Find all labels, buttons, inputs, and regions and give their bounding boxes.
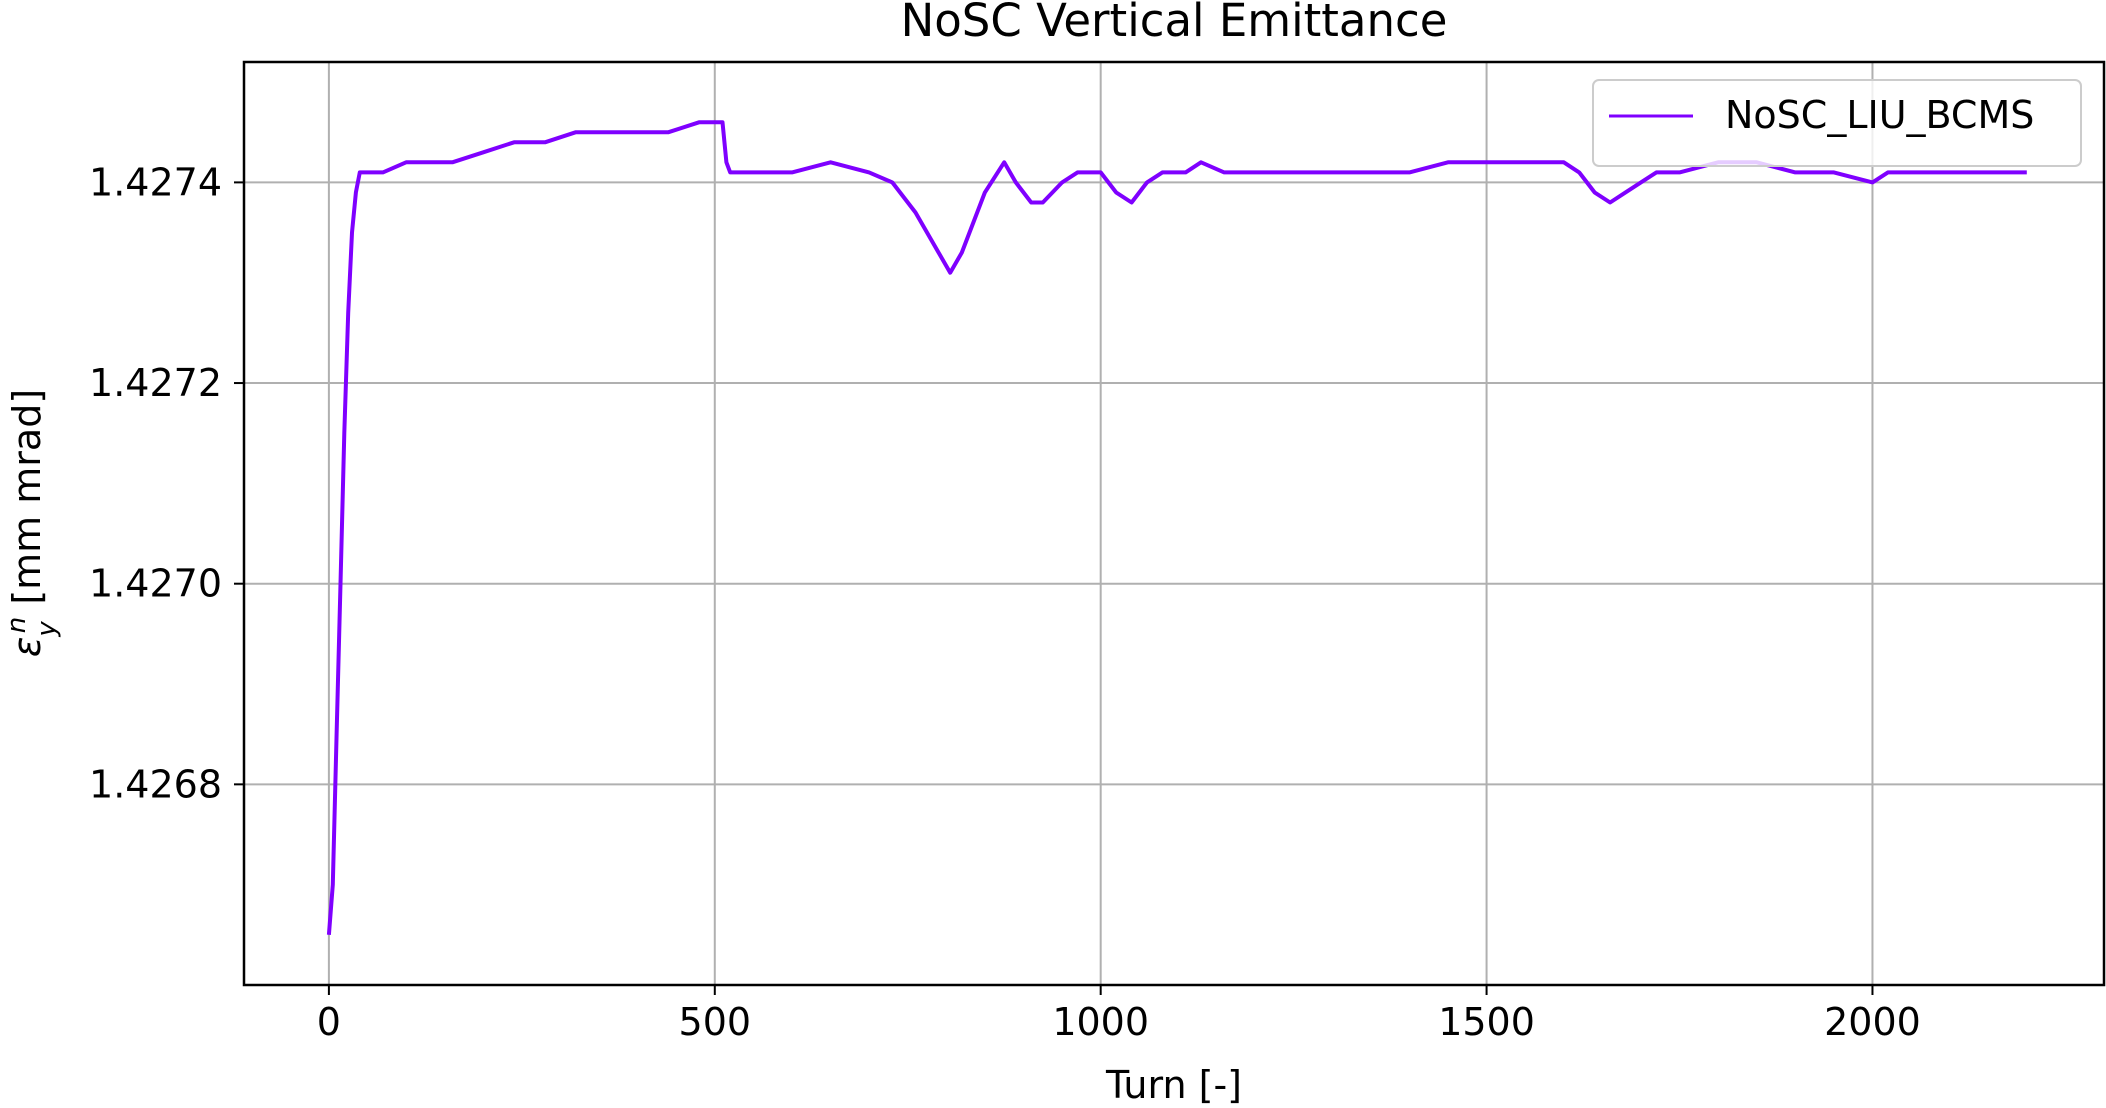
- chart-title: NoSC Vertical Emittance: [901, 0, 1448, 47]
- series-line: [326, 120, 2027, 935]
- x-tick-label: 0: [317, 1000, 341, 1044]
- x-axis-label: Turn [-]: [1105, 1063, 1242, 1107]
- y-tick-label: 1.4270: [89, 562, 222, 606]
- grid: [244, 62, 2104, 985]
- plot-frame: [242, 60, 2106, 987]
- legend-box: [1592, 79, 2082, 167]
- x-tick-label: 1500: [1438, 1000, 1535, 1044]
- y-axis-label-symbol: ε: [5, 637, 49, 658]
- x-axis: 0 500 1000 1500 2000: [317, 985, 1921, 1044]
- x-tick-label: 2000: [1824, 1000, 1921, 1044]
- series-group: [326, 120, 2027, 935]
- y-axis: 1.4268 1.4270 1.4272 1.4274: [89, 160, 244, 806]
- legend: NoSC_LIU_BCMS: [1592, 79, 2082, 167]
- legend-label: NoSC_LIU_BCMS: [1725, 93, 2034, 137]
- y-axis-label-sub: y: [32, 621, 62, 638]
- y-axis-label-sup: n: [2, 617, 32, 633]
- y-tick-label: 1.4268: [89, 762, 222, 806]
- y-tick-label: 1.4274: [89, 160, 222, 204]
- y-axis-label: εyn [mm mrad]: [2, 389, 62, 657]
- x-tick-label: 1000: [1052, 1000, 1149, 1044]
- x-tick-label: 500: [679, 1000, 752, 1044]
- y-axis-label-unit: [mm mrad]: [5, 389, 49, 617]
- y-tick-label: 1.4272: [89, 361, 222, 405]
